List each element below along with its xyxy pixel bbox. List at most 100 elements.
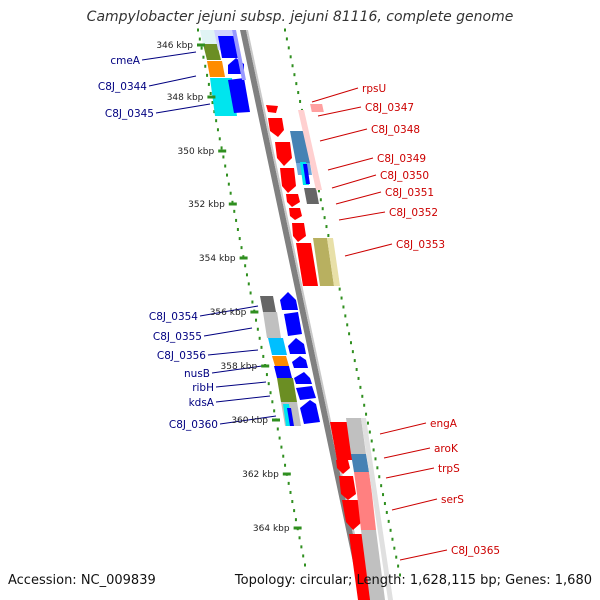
tick-left-dot bbox=[273, 409, 276, 413]
gene-label-forward: C8J_0348 bbox=[371, 124, 420, 136]
tick-right-dot bbox=[355, 368, 358, 372]
tick-left-dot bbox=[287, 481, 290, 485]
gene-label-forward: C8J_0353 bbox=[396, 239, 445, 251]
gene-label-forward: aroK bbox=[434, 443, 459, 455]
tick-left-dot bbox=[262, 354, 265, 358]
tick-left-dot bbox=[235, 218, 238, 222]
tick-right-dot bbox=[295, 82, 298, 86]
tick-left-dot bbox=[229, 191, 232, 195]
tick-right-dot bbox=[363, 403, 366, 407]
gene-label-forward: trpS bbox=[438, 463, 460, 475]
tick-right-dot bbox=[389, 528, 392, 532]
tick-right-dot bbox=[372, 448, 375, 452]
tick-right-dot bbox=[299, 99, 302, 103]
gene-label-reverse: C8J_0344 bbox=[98, 81, 147, 93]
tick-right-dot bbox=[317, 189, 320, 193]
leader-line-reverse bbox=[215, 395, 271, 403]
leader-line-forward bbox=[399, 549, 448, 561]
tick-right-dot bbox=[340, 296, 343, 300]
tick-left-dot bbox=[302, 554, 305, 558]
tick-left-dot bbox=[247, 282, 250, 286]
tick-right-dot bbox=[349, 341, 352, 345]
gene-label-forward: rpsU bbox=[362, 83, 386, 95]
tick-left-dot bbox=[260, 345, 263, 349]
scale-tick-label: 356 kbp bbox=[210, 308, 247, 318]
leader-line-reverse bbox=[207, 349, 259, 356]
tick-left-dot bbox=[200, 46, 203, 50]
tick-left-dot bbox=[226, 173, 229, 177]
tick-right-dot bbox=[338, 287, 341, 291]
leader-line-forward bbox=[331, 174, 377, 189]
gene-label-forward: C8J_0351 bbox=[385, 187, 434, 199]
tick-left-dot bbox=[258, 336, 261, 340]
tick-left-dot bbox=[209, 91, 212, 95]
tick-left-dot bbox=[289, 490, 292, 494]
tick-right-dot bbox=[323, 216, 326, 220]
tick-right-dot bbox=[353, 359, 356, 363]
gene-label-reverse: C8J_0355 bbox=[153, 331, 202, 343]
tick-left-dot bbox=[294, 518, 297, 522]
tick-left-dot bbox=[255, 318, 258, 322]
scale-tick-label: 350 kbp bbox=[178, 147, 215, 157]
gene-label-forward: C8J_0352 bbox=[389, 207, 438, 219]
gene-label-reverse: C8J_0345 bbox=[105, 108, 154, 120]
leader-line-forward bbox=[319, 128, 368, 142]
scale-tick-mark bbox=[239, 256, 248, 260]
tick-right-dot bbox=[378, 475, 381, 479]
tick-right-dot bbox=[397, 564, 400, 568]
tick-right-dot bbox=[344, 314, 347, 318]
leader-line-reverse bbox=[155, 103, 211, 114]
gene-label-forward: C8J_0350 bbox=[380, 170, 429, 182]
tick-left-dot bbox=[238, 237, 241, 241]
tick-left-dot bbox=[300, 545, 303, 549]
map-title: Campylobacter jejuni subsp. jejuni 81116… bbox=[86, 9, 514, 25]
leader-line-reverse bbox=[141, 51, 197, 61]
leader-line-forward bbox=[311, 87, 359, 103]
tick-right-dot bbox=[380, 484, 383, 488]
scale-tick-mark bbox=[282, 472, 291, 476]
tick-right-dot bbox=[368, 430, 371, 434]
tick-left-dot bbox=[236, 227, 239, 231]
tick-right-dot bbox=[366, 421, 369, 425]
gene-labels: rpsU C8J_0347 C8J_0348 C8J_0349 C8J_0350 C8J_… bbox=[98, 55, 500, 557]
scale-tick-label: 346 kbp bbox=[156, 41, 193, 51]
leader-line-reverse bbox=[219, 415, 277, 425]
tick-right-dot bbox=[346, 323, 349, 327]
tick-right-dot bbox=[395, 555, 398, 559]
gene-label-reverse: kdsA bbox=[189, 397, 215, 409]
tick-left-dot bbox=[227, 182, 230, 186]
tick-right-dot bbox=[383, 502, 386, 506]
tick-right-dot bbox=[382, 493, 385, 497]
tick-left-dot bbox=[215, 119, 218, 123]
gene-label-reverse: C8J_0360 bbox=[169, 419, 218, 431]
tick-left-dot bbox=[224, 164, 227, 168]
accession-text: Accession: NC_009839 bbox=[8, 573, 156, 588]
tick-right-dot bbox=[376, 466, 379, 470]
tick-right-dot bbox=[287, 46, 290, 50]
scale-tick-mark bbox=[207, 95, 216, 99]
tick-left-dot bbox=[298, 536, 301, 540]
tick-left-dot bbox=[244, 264, 247, 268]
tick-left-dot bbox=[240, 246, 243, 250]
gene-label-reverse: C8J_0356 bbox=[157, 350, 206, 362]
tick-right-dot bbox=[327, 233, 330, 237]
tick-left-dot bbox=[249, 291, 252, 295]
tick-left-dot bbox=[218, 137, 221, 141]
tick-left-dot bbox=[220, 146, 223, 150]
scale-tick-mark bbox=[218, 149, 227, 153]
leader-line-forward bbox=[383, 447, 431, 459]
tick-right-dot bbox=[393, 546, 396, 550]
scale-tick-label: 364 kbp bbox=[253, 524, 290, 534]
tick-right-dot bbox=[370, 439, 373, 443]
tick-right-dot bbox=[342, 305, 345, 309]
gene-label-forward: C8J_0365 bbox=[451, 545, 500, 557]
gene-label-reverse: C8J_0354 bbox=[149, 311, 198, 323]
tick-right-dot bbox=[385, 510, 388, 514]
gene-label-forward: engA bbox=[430, 418, 458, 430]
leader-line-forward bbox=[379, 422, 427, 435]
scale-tick-label: 348 kbp bbox=[167, 93, 204, 103]
tick-right-dot bbox=[351, 350, 354, 354]
gene-label-forward: C8J_0347 bbox=[365, 102, 414, 114]
label-leaders bbox=[141, 51, 448, 561]
tick-left-dot bbox=[213, 110, 216, 114]
